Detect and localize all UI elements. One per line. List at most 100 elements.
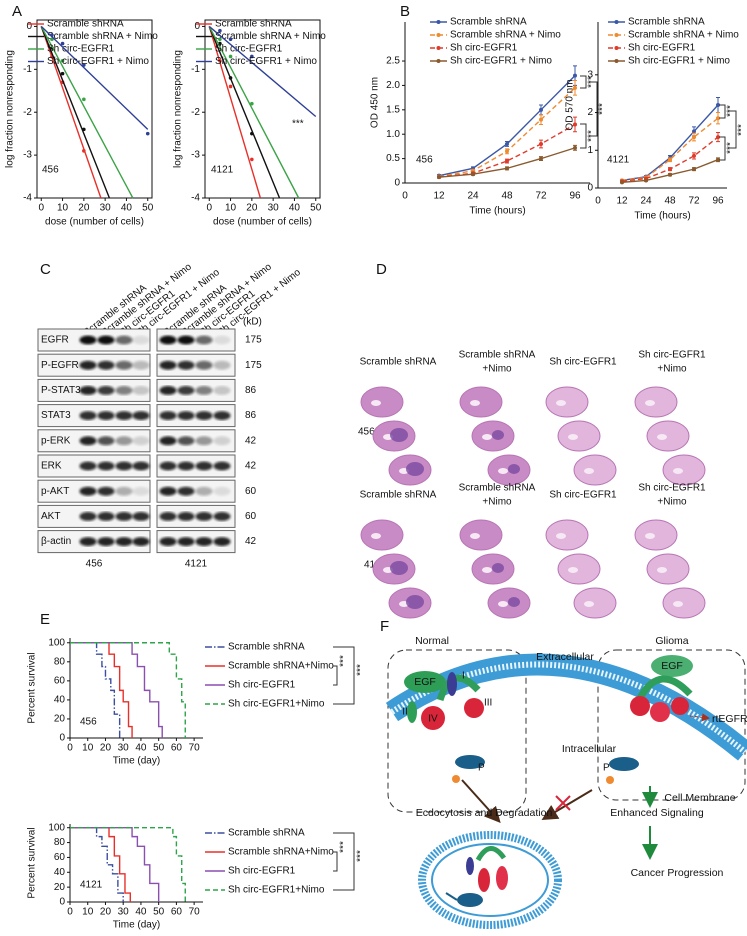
kd-label: 86 xyxy=(245,410,257,421)
significance-bracket xyxy=(333,646,355,705)
region-box xyxy=(387,649,527,813)
receptor-domain xyxy=(636,675,693,700)
data-point xyxy=(60,41,65,46)
band xyxy=(159,411,177,421)
band xyxy=(177,537,195,547)
band xyxy=(195,537,213,547)
x-tick-label: 96 xyxy=(712,196,724,207)
column-header: Scramble shRNA xyxy=(459,483,536,494)
section-detail xyxy=(470,533,480,539)
legend-label: Sh circ-EGFR1 xyxy=(228,680,296,691)
column-header: +Nimo xyxy=(482,364,512,375)
data-point xyxy=(145,131,150,136)
band xyxy=(132,511,150,521)
row-label: 456 xyxy=(358,427,375,438)
y-tick-label: 100 xyxy=(48,822,65,833)
section-detail xyxy=(673,468,683,474)
band xyxy=(115,385,133,395)
legend-label: Scramble shRNA + Nimo xyxy=(628,30,739,41)
receptor-fragment xyxy=(478,868,490,892)
band xyxy=(97,537,115,547)
band xyxy=(79,360,97,370)
data-point xyxy=(218,58,222,63)
brain-section xyxy=(459,386,503,418)
x-tick-label: 30 xyxy=(118,743,130,754)
band xyxy=(97,436,115,446)
band xyxy=(79,385,97,395)
receptor-fragment xyxy=(496,866,508,890)
band xyxy=(159,461,177,471)
section-detail xyxy=(470,400,480,406)
y-tick-label: 0 xyxy=(59,733,65,744)
significance-bracket xyxy=(333,832,355,891)
x-tick-label: 10 xyxy=(82,907,94,918)
survival-curve xyxy=(70,642,133,738)
y-tick-label: -4 xyxy=(191,193,200,204)
section-detail xyxy=(657,434,667,440)
band xyxy=(79,411,97,421)
kd-label: 42 xyxy=(245,536,257,547)
x-tick-label: 0 xyxy=(38,203,44,214)
y-tick-label: 0.5 xyxy=(386,153,400,164)
marker xyxy=(644,178,648,183)
x-tick-label: 12 xyxy=(616,196,628,207)
significance-bracket xyxy=(580,75,587,89)
region-box xyxy=(597,649,746,801)
marker xyxy=(573,73,577,78)
diagram-label: Cell Membrane xyxy=(664,792,735,804)
row-label: p-AKT xyxy=(41,486,69,497)
significance-bracket xyxy=(730,110,737,149)
band xyxy=(213,486,231,496)
panel-label: E xyxy=(40,611,50,628)
brain-section xyxy=(557,553,601,585)
x-axis-title: dose (number of cells) xyxy=(213,217,312,228)
brain-section xyxy=(646,553,690,585)
panel-label: B xyxy=(400,3,410,20)
band xyxy=(97,335,115,345)
y-tick-label: -1 xyxy=(23,64,32,75)
band xyxy=(79,511,97,521)
diagram-label: II xyxy=(402,707,408,718)
band xyxy=(132,436,150,446)
kd-label: 175 xyxy=(245,360,262,371)
band xyxy=(213,385,231,395)
significance-bracket xyxy=(580,123,587,149)
band xyxy=(195,360,213,370)
row-label: P-STAT3 xyxy=(41,385,81,396)
band xyxy=(177,335,195,345)
band xyxy=(79,486,97,496)
x-tick-label: 40 xyxy=(135,743,147,754)
marker xyxy=(716,135,720,140)
band xyxy=(195,461,213,471)
x-tick-label: 30 xyxy=(268,203,280,214)
data-point xyxy=(82,149,86,153)
data-point xyxy=(250,54,254,59)
histology: 456 Scramble shRNA Scramble shRNA +Nimo Sh c… xyxy=(358,350,706,619)
legend-label: Sh circ-EGFR1+Nimo xyxy=(228,885,325,896)
legend-marker xyxy=(436,33,441,37)
row-label: EGFR xyxy=(41,335,69,346)
y-tick-label: -3 xyxy=(23,150,32,161)
annotation: 456 xyxy=(42,165,59,176)
x-tick-label: 24 xyxy=(467,191,479,202)
x-tick-label: 70 xyxy=(189,907,201,918)
y-tick-label: 0 xyxy=(587,183,593,194)
x-axis-title: Time (day) xyxy=(113,756,160,767)
column-header: Sh circ-EGFR1 xyxy=(638,483,706,494)
x-axis-title: Time (day) xyxy=(113,920,160,931)
band xyxy=(79,335,97,345)
diagram-label: Enhanced Signaling xyxy=(610,807,704,819)
band xyxy=(195,486,213,496)
row-label: β-actin xyxy=(41,536,71,547)
y-tick-label: 0 xyxy=(59,897,65,908)
series-line xyxy=(40,25,149,130)
y-tick-label: 0 xyxy=(394,178,400,189)
legend-label: Scramble shRNA xyxy=(47,19,124,30)
section-detail xyxy=(584,468,594,474)
legend-label: Scramble shRNA+Nimo xyxy=(228,847,334,858)
y-tick-label: -3 xyxy=(191,150,200,161)
band xyxy=(79,461,97,471)
group-label: 456 xyxy=(86,559,103,570)
kinase xyxy=(455,755,485,769)
diagram-label: Extracellular xyxy=(536,651,594,663)
